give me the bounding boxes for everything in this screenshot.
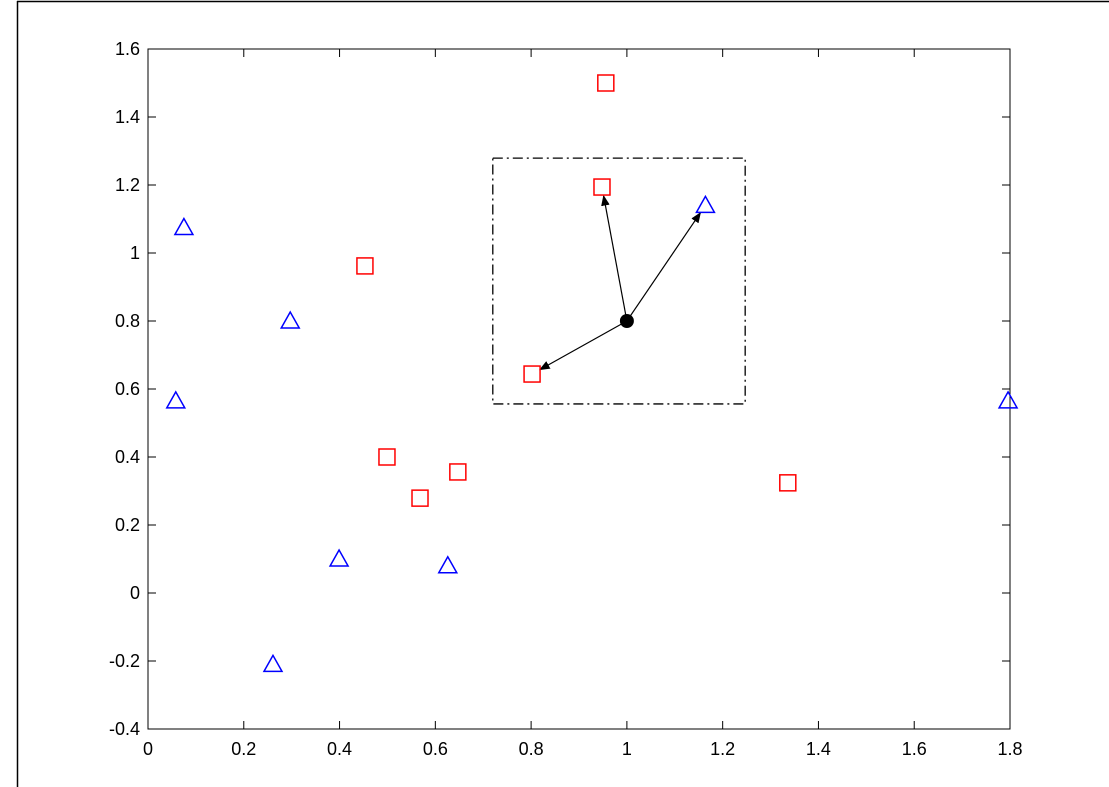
square-marker bbox=[523, 365, 541, 383]
y-tick-label: 0.6 bbox=[115, 379, 140, 399]
triangle-marker bbox=[437, 555, 459, 574]
dot-marker bbox=[619, 314, 634, 328]
axes-box bbox=[147, 48, 1011, 730]
triangle-marker bbox=[165, 390, 187, 409]
y-tick-label: 1 bbox=[130, 243, 140, 263]
x-tick-label: 0.2 bbox=[231, 739, 256, 759]
triangle-marker bbox=[997, 390, 1019, 409]
x-tick-label: 1.4 bbox=[806, 739, 831, 759]
y-tick-label: 0.8 bbox=[115, 311, 140, 331]
y-tick-label: 1.2 bbox=[115, 175, 140, 195]
x-tick-label: 0.4 bbox=[327, 739, 352, 759]
x-tick-label: 0.6 bbox=[423, 739, 448, 759]
triangle-marker bbox=[695, 194, 716, 214]
y-tick-label: 0.2 bbox=[115, 515, 140, 535]
x-tick-label: 1.8 bbox=[997, 739, 1022, 759]
triangle-marker bbox=[262, 653, 284, 673]
region-box bbox=[492, 157, 746, 405]
y-tick-label: 0.4 bbox=[115, 447, 140, 467]
square-marker bbox=[449, 463, 467, 481]
y-tick-label: -0.2 bbox=[109, 651, 140, 671]
x-tick-label: 1.2 bbox=[710, 739, 735, 759]
square-marker bbox=[779, 474, 797, 492]
square-marker bbox=[597, 74, 615, 92]
y-tick-label: -0.4 bbox=[109, 719, 140, 739]
y-tick-label: 1.6 bbox=[115, 39, 140, 59]
y-tick-label: 0 bbox=[130, 583, 140, 603]
square-marker bbox=[356, 257, 374, 275]
arrow bbox=[601, 194, 628, 322]
triangle-marker bbox=[279, 310, 301, 329]
x-tick-label: 0 bbox=[143, 739, 153, 759]
arrow bbox=[626, 211, 701, 322]
triangle-marker bbox=[173, 216, 195, 236]
square-marker bbox=[411, 489, 429, 507]
arrow bbox=[538, 320, 628, 371]
x-tick-label: 0.8 bbox=[519, 739, 544, 759]
triangle-marker bbox=[328, 548, 350, 567]
square-marker bbox=[593, 178, 611, 196]
x-tick-label: 1 bbox=[622, 739, 632, 759]
x-tick-label: 1.6 bbox=[902, 739, 927, 759]
square-marker bbox=[378, 448, 396, 466]
y-tick-label: 1.4 bbox=[115, 107, 140, 127]
